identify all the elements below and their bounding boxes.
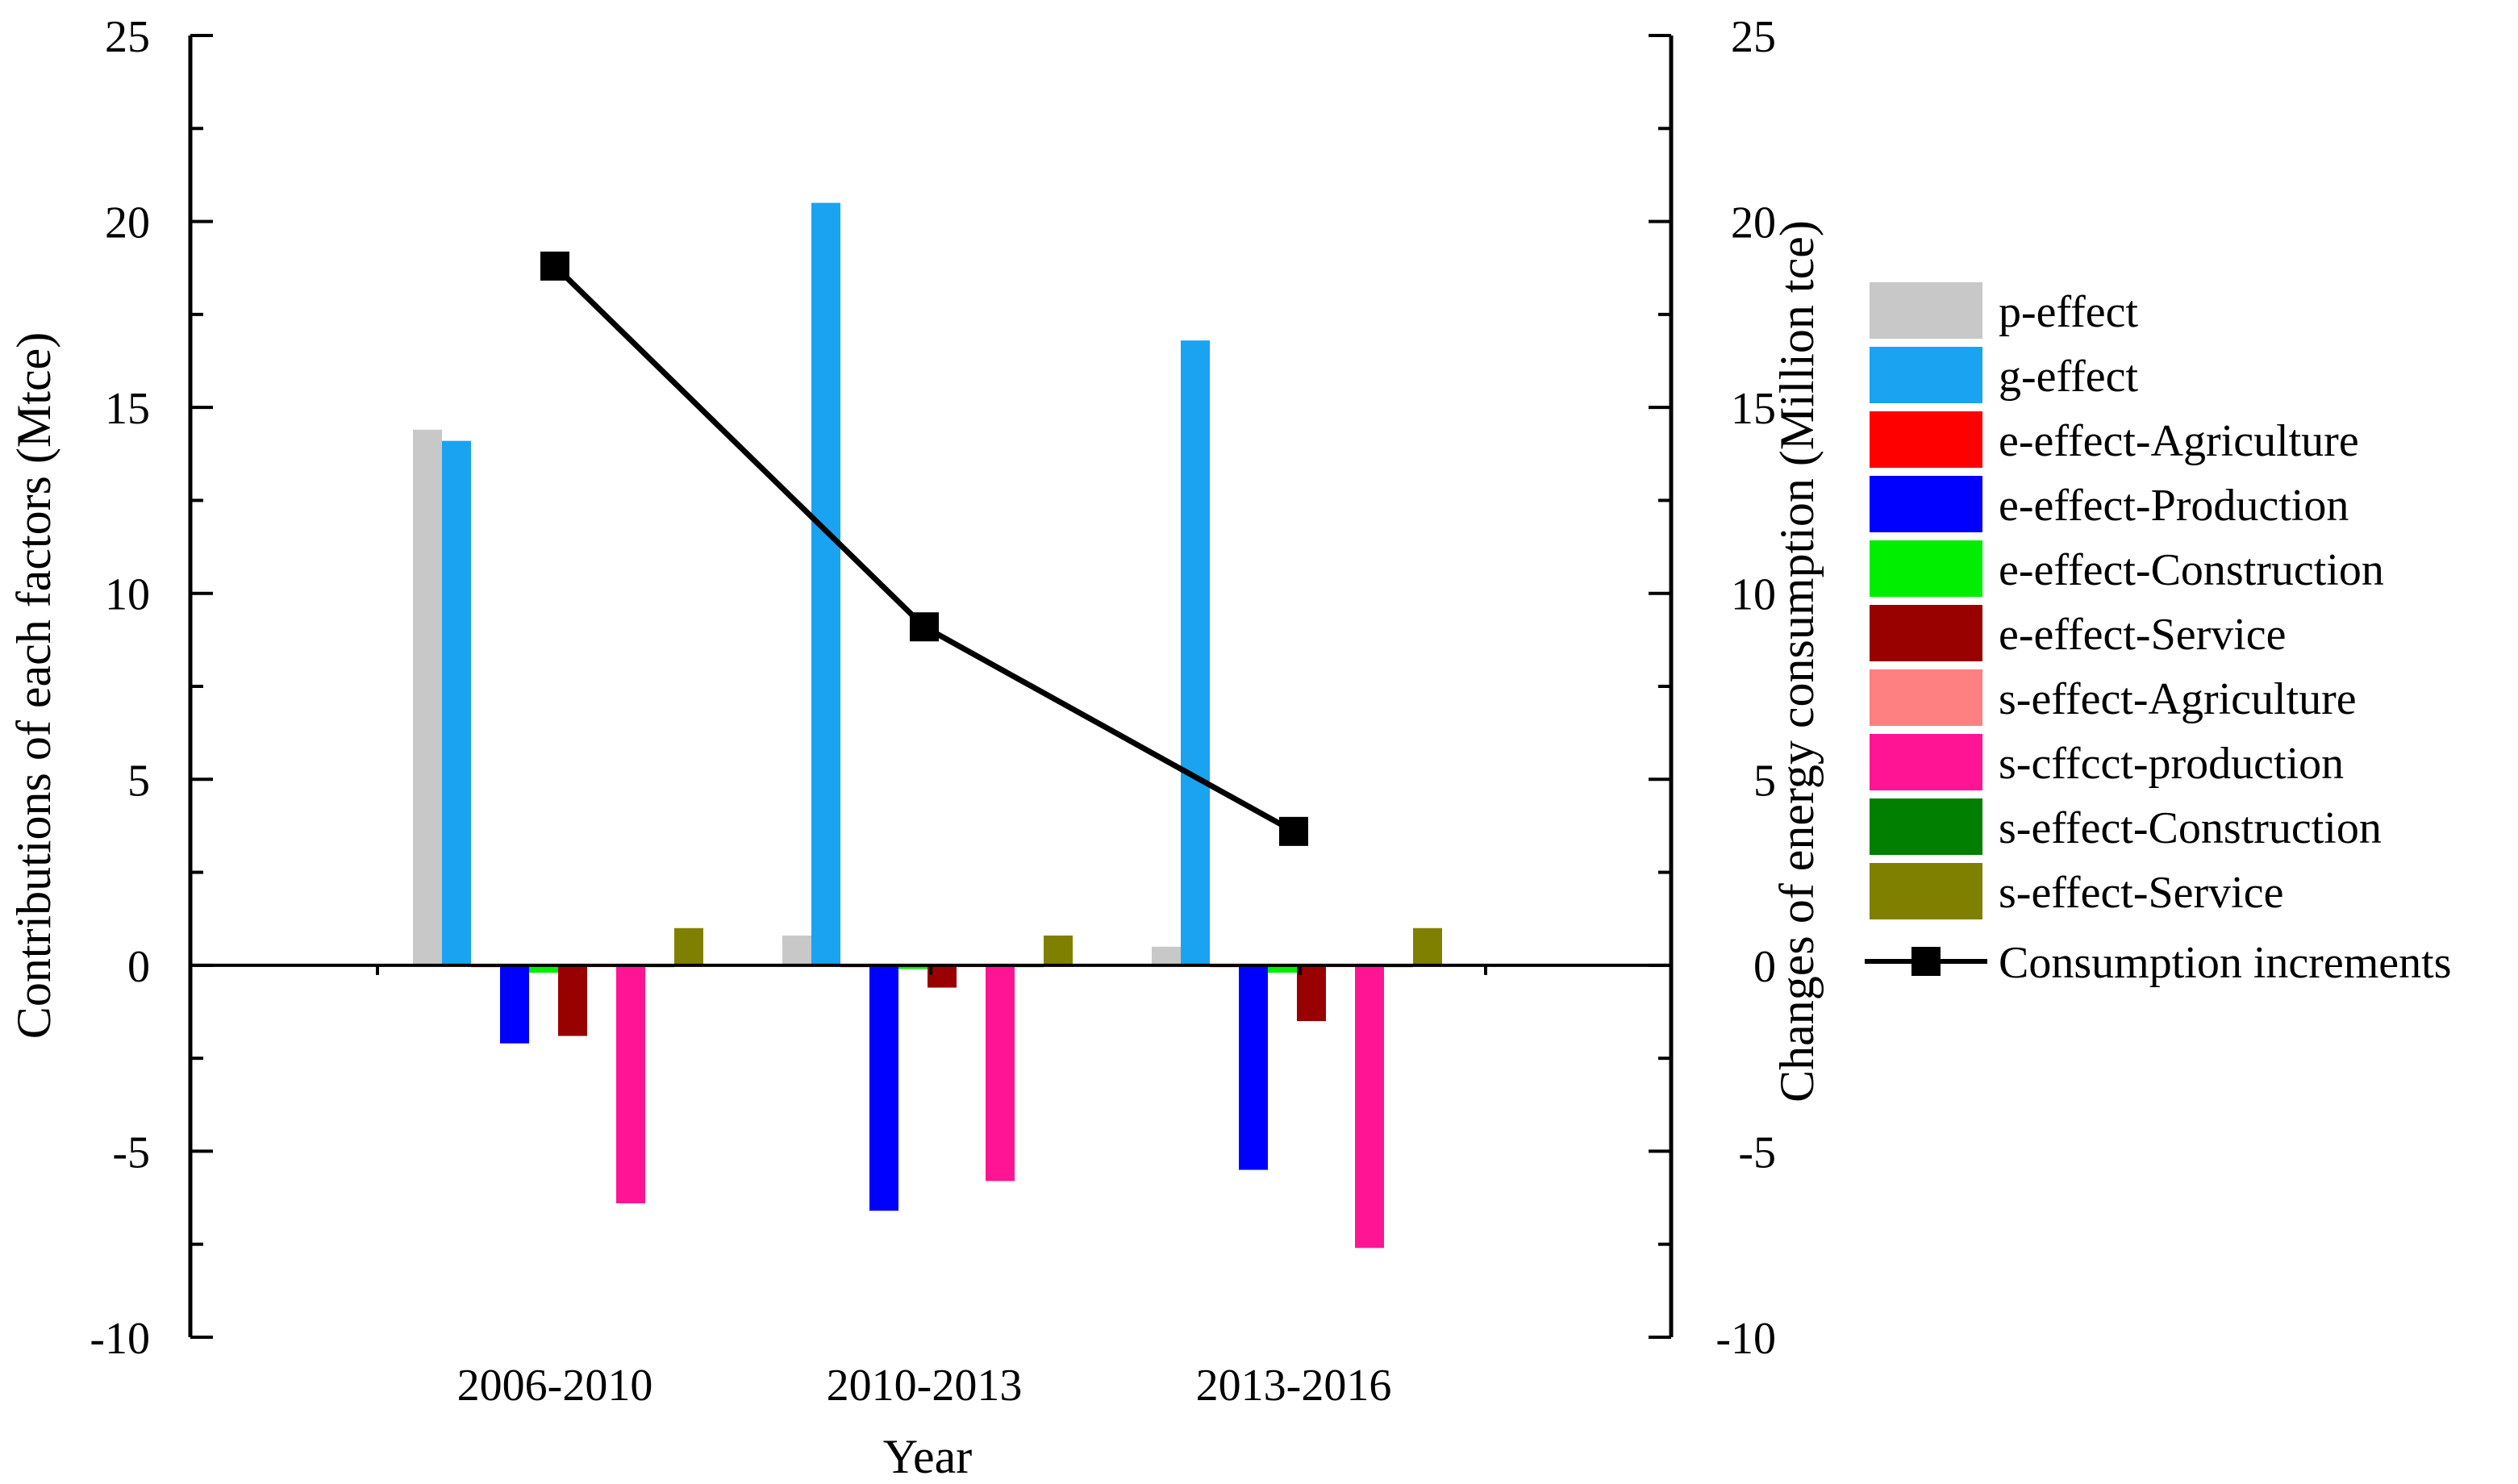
bar-p-effect-1: [782, 935, 811, 965]
legend-label-s-effect-construction: s-effect-Construction: [1999, 803, 2382, 853]
legend-label-e-effect-production: e-effect-Production: [1999, 481, 2349, 531]
x-tick-label-1: 2010-2013: [827, 1361, 1023, 1411]
legend-swatch-g-effect: [1870, 347, 1982, 403]
consumption-increments-point-1: [910, 612, 939, 642]
bar-s-cffcct-production-2: [1355, 965, 1384, 1248]
legend-swatch-s-effect-service: [1870, 863, 1982, 919]
legend-swatch-p-effect: [1870, 282, 1982, 339]
legend-swatch-s-effect-construction: [1870, 798, 1982, 855]
y2-tick-label-3: 5: [1753, 756, 1776, 806]
consumption-increments-point-2: [1279, 816, 1308, 846]
legend-label-e-effect-service: e-effect-Service: [1999, 610, 2286, 660]
y-tick-label-7: 25: [105, 12, 150, 62]
axes: -10 -5 0 5 10 15 20 25 -10 -5 0 5 10 15 20 25 2006-2010 2…: [90, 12, 1776, 1411]
y-tick-label-0: -10: [90, 1314, 150, 1364]
legend-label-g-effect: g-effect: [1999, 352, 2139, 402]
y2-tick-label-6: 20: [1731, 198, 1776, 248]
legend-swatch-e-effect-agriculture: [1870, 411, 1982, 468]
y2-tick-label-4: 10: [1731, 570, 1776, 620]
bar-p-effect-2: [1152, 946, 1181, 965]
bar-g-effect-2: [1181, 340, 1210, 965]
bar-p-effect-0: [413, 429, 442, 965]
bar-s-effect-service-1: [1044, 935, 1073, 965]
bar-g-effect-1: [811, 202, 840, 965]
y2-tick-label-0: -10: [1715, 1314, 1776, 1364]
bar-e-effect-production-0: [500, 965, 529, 1044]
plot-area: [413, 202, 1442, 1248]
bar-e-effect-construction-0: [529, 965, 558, 973]
legend-label-s-effect-agriculture: s-effect-Agriculture: [1999, 674, 2357, 724]
bar-e-effect-production-2: [1239, 965, 1268, 1170]
y-axis-title: Contributions of each factors (Mtce): [7, 332, 60, 1039]
bar-s-effect-service-0: [674, 928, 703, 965]
legend-swatch-s-effect-agriculture: [1870, 669, 1982, 726]
y-tick-label-2: 0: [127, 942, 150, 992]
legend: p-effect g-effect e-effect-Agriculture e-ef…: [1865, 282, 2452, 988]
consumption-increments-point-0: [540, 251, 569, 281]
legend-label-s-cffcct-production: s-cffcct-production: [1999, 739, 2344, 789]
y2-tick-label-7: 25: [1731, 12, 1776, 62]
bar-s-effect-service-2: [1413, 928, 1442, 965]
legend-label-e-effect-agriculture: e-effect-Agriculture: [1999, 416, 2359, 466]
x-tick-label-2: 2013-2016: [1196, 1361, 1392, 1411]
x-tick-label-0: 2006-2010: [457, 1361, 653, 1411]
x-axis-title: Year: [883, 1430, 973, 1483]
bar-s-cffcct-production-1: [986, 965, 1015, 1182]
bar-e-effect-construction-2: [1268, 965, 1297, 973]
y2-axis-title: Changes of energy consumption (Million t…: [1770, 220, 1824, 1103]
bar-e-effect-service-0: [558, 965, 587, 1036]
y-tick-label-4: 10: [105, 570, 150, 620]
legend-label-s-effect-service: s-effect-Service: [1999, 868, 2283, 918]
bar-e-effect-construction-1: [898, 965, 928, 969]
bar-g-effect-0: [442, 440, 471, 965]
legend-marker-consumption-increments: [1911, 947, 1941, 976]
legend-label-consumption-increments: Consumption increments: [1999, 938, 2452, 988]
y2-tick-label-5: 15: [1731, 384, 1776, 434]
bar-e-effect-production-1: [869, 965, 898, 1211]
legend-swatch-e-effect-production: [1870, 476, 1982, 532]
y-tick-label-1: -5: [112, 1128, 150, 1178]
legend-label-e-effect-construction: e-effect-Construction: [1999, 545, 2384, 595]
legend-swatch-e-effect-construction: [1870, 540, 1982, 597]
legend-swatch-s-cffcct-production: [1870, 734, 1982, 790]
bar-s-cffcct-production-0: [616, 965, 645, 1203]
y-tick-label-3: 5: [127, 756, 150, 806]
y-tick-label-6: 20: [105, 198, 150, 248]
legend-swatch-e-effect-service: [1870, 605, 1982, 661]
y2-tick-label-2: 0: [1753, 942, 1776, 992]
y-tick-label-5: 15: [105, 384, 150, 434]
legend-label-p-effect: p-effect: [1999, 287, 2139, 337]
y2-tick-label-1: -5: [1738, 1128, 1776, 1178]
